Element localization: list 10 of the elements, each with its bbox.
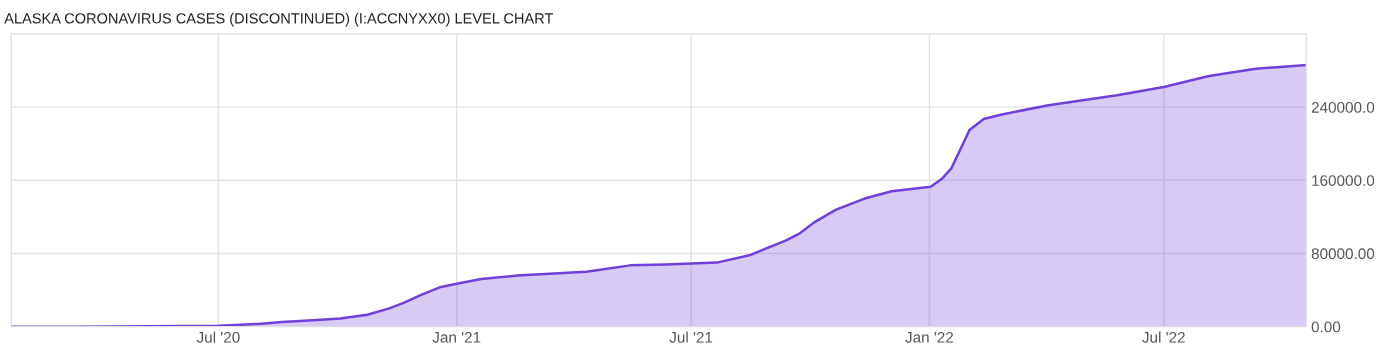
y-tick-label: 0.00 xyxy=(1311,321,1341,333)
y-tick-label: 80000.00 xyxy=(1311,248,1375,260)
y-tick-label: 240000.0 xyxy=(1311,101,1375,113)
x-tick-label: Jul '20 xyxy=(196,331,240,343)
x-tick-label: Jul '22 xyxy=(1142,331,1185,343)
chart-title: ALASKA CORONAVIRUS CASES (DISCONTINUED) (I:ACCNYXX0) LEVEL CHART xyxy=(4,12,554,27)
x-tick-label: Jan '21 xyxy=(432,331,481,343)
x-tick-label: Jul '21 xyxy=(669,331,713,343)
y-tick-label: 160000.0 xyxy=(1312,175,1375,186)
x-tick-label: Jan '22 xyxy=(905,331,953,343)
